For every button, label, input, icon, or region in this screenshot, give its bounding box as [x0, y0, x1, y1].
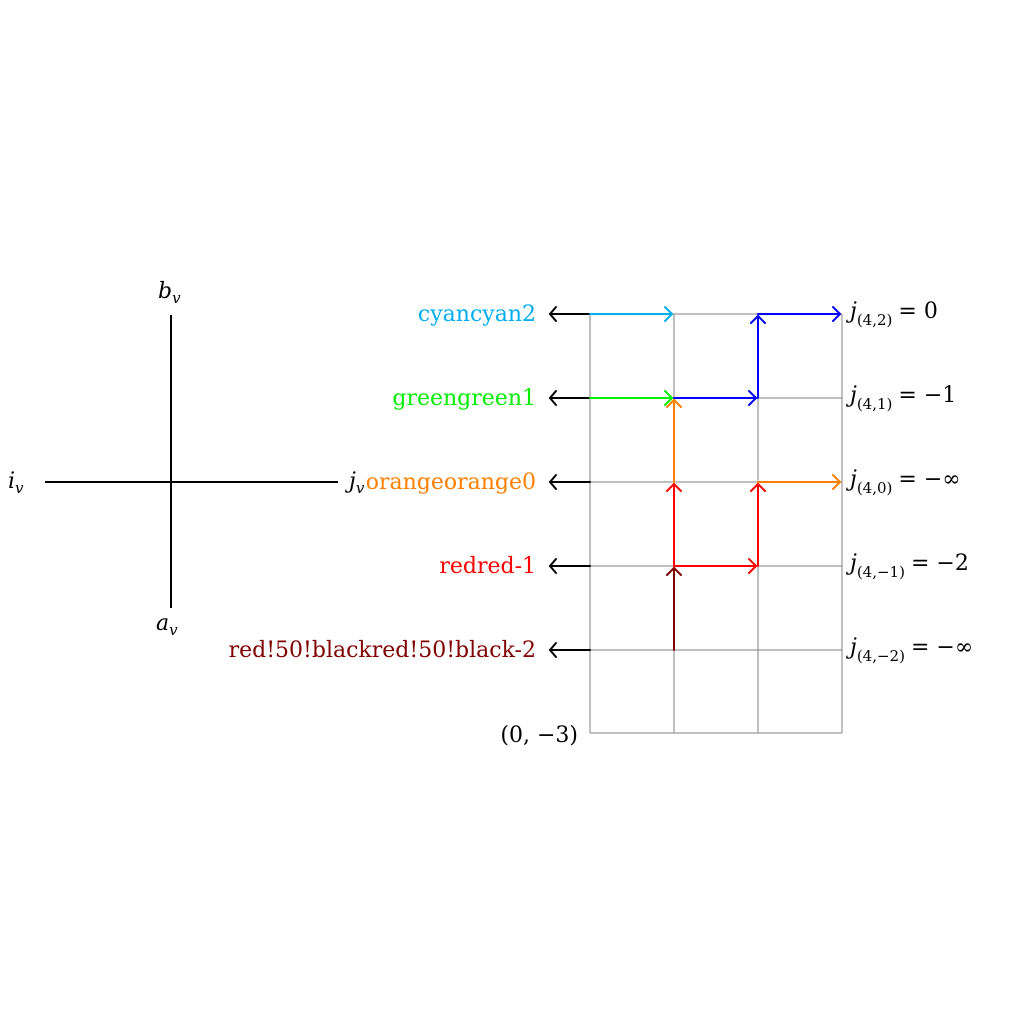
left-arrow-row-0 — [549, 474, 591, 490]
right-label-row-2: j(4,2) = 0 — [845, 299, 938, 329]
right-label-row-0: j(4,0) = −∞ — [845, 467, 961, 497]
green-path — [589, 390, 673, 406]
right-labels: j(4,2) = 0 j(4,1) = −1 j(4,0) = −∞ j(4,−1) =… — [845, 299, 973, 665]
row-label-green: greengreen1 — [392, 386, 536, 411]
right-label-row-1: j(4,1) = −1 — [845, 383, 956, 413]
row-label-darkred: red!50!blackred!50!black-2 — [229, 638, 536, 663]
grid-origin-label: (0, −3) — [500, 723, 578, 748]
left-arrow-row-m1 — [549, 558, 591, 574]
row-labels: cyancyan2 greengreen1 orangeorange0 redr… — [229, 302, 536, 663]
row-label-red: redred-1 — [439, 554, 536, 579]
vertex-bottom-label: av — [156, 611, 178, 639]
orange-path — [666, 399, 841, 490]
left-arrow-row-m2 — [549, 642, 591, 658]
left-arrow-row-2 — [549, 306, 591, 322]
blue-path — [673, 306, 841, 406]
vertex-cross: bv av iv jv — [8, 279, 365, 639]
vertex-top-label: bv — [158, 279, 181, 307]
vertex-left-label: iv — [8, 469, 24, 497]
row-label-orange: orangeorange0 — [366, 470, 536, 495]
red-path — [666, 483, 766, 574]
left-arrow-row-1 — [549, 390, 591, 406]
cyan-path — [589, 306, 673, 322]
paths — [589, 306, 841, 651]
grid — [589, 313, 843, 734]
darkred-path — [666, 567, 682, 651]
right-label-row-m1: j(4,−1) = −2 — [845, 551, 969, 581]
left-arrows — [549, 306, 591, 658]
vertex-right-label: jv — [344, 469, 365, 497]
row-label-cyan: cyancyan2 — [418, 302, 536, 327]
right-label-row-m2: j(4,−2) = −∞ — [845, 635, 973, 665]
